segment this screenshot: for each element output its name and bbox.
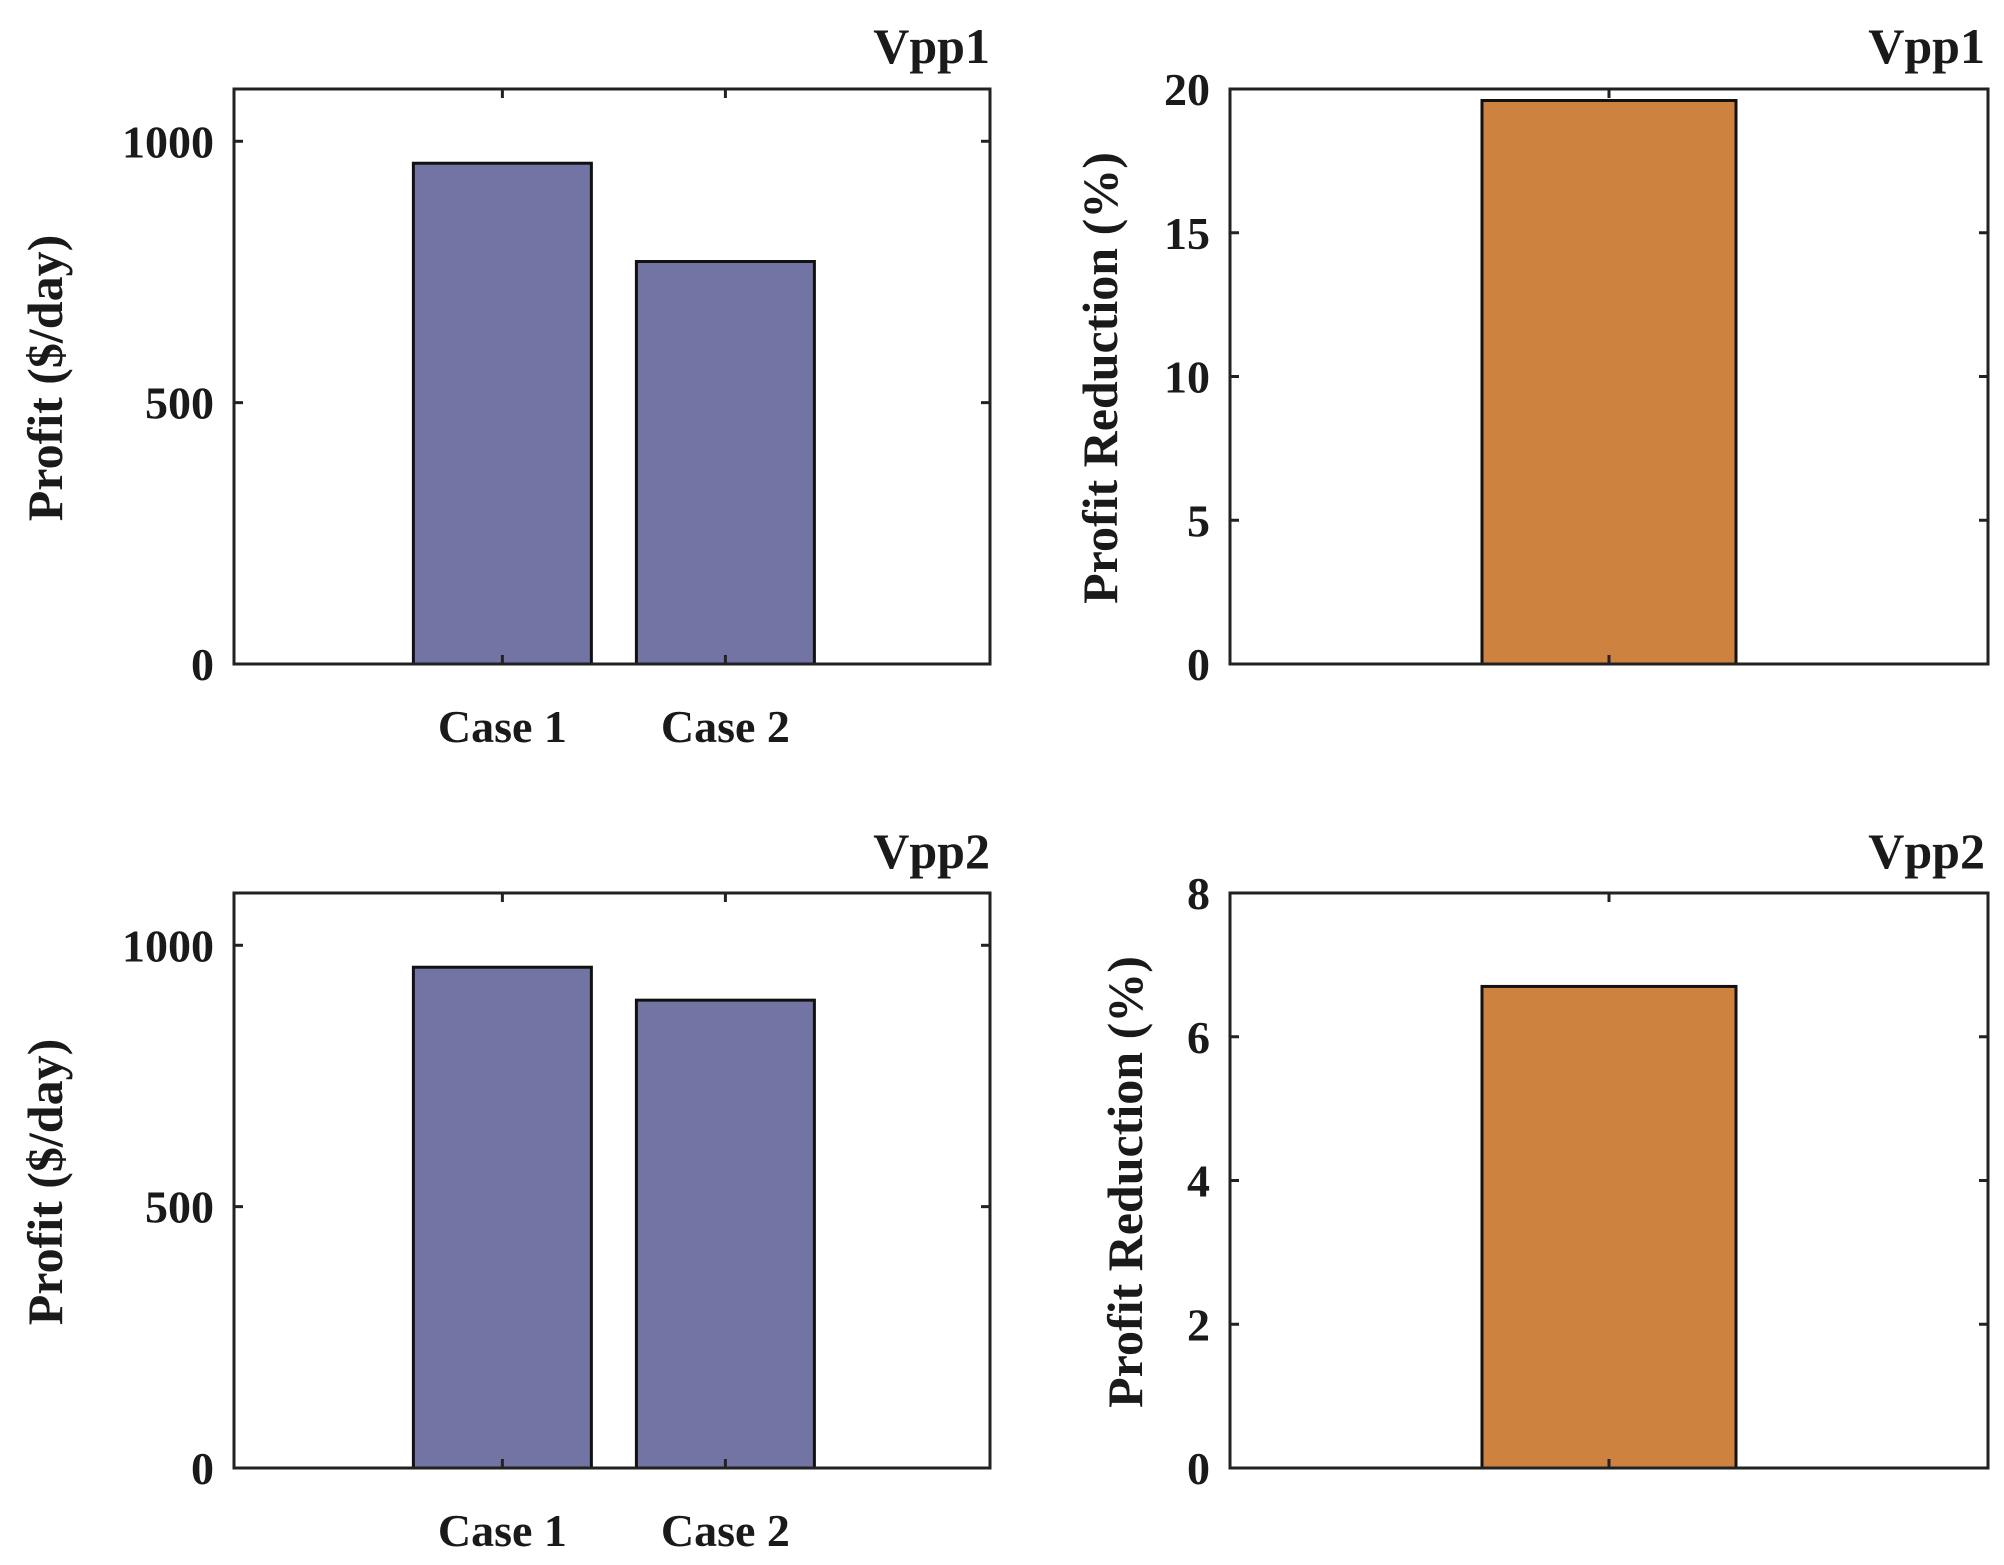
- y-tick-label: 0: [1187, 1443, 1210, 1494]
- bar: [1480, 984, 1738, 1470]
- bar: [1480, 99, 1738, 666]
- panel-title: Vpp2: [1868, 823, 1985, 879]
- y-axis-title: Profit ($/day): [17, 235, 73, 522]
- y-tick-label: 2: [1187, 1299, 1210, 1350]
- plot-frame: [232, 87, 992, 666]
- chart-vpp1-profit: Vpp1 Profit ($/day) 0 500 1000 Case 1 Case 2: [17, 18, 992, 752]
- y-tick-label: 20: [1164, 64, 1210, 115]
- y-tick-label: 15: [1164, 208, 1210, 259]
- y-tick-label: 1000: [122, 920, 214, 971]
- x-tick-label: Case 2: [661, 1505, 790, 1556]
- panel-title: Vpp1: [1868, 18, 1985, 74]
- chart-vpp2-profit: Vpp2 Profit ($/day) 0 500 1000 Case 1 Case 2: [17, 823, 992, 1556]
- bar: [634, 260, 816, 666]
- panel-title: Vpp1: [873, 18, 990, 74]
- y-tick-label: 0: [191, 639, 214, 690]
- plot-frame: [232, 891, 992, 1470]
- y-tick-label: 10: [1164, 352, 1210, 403]
- chart-vpp2-profit-reduction: Vpp2 Profit Reduction (%) 0 2 4 6 8: [1097, 823, 1990, 1494]
- y-tick-label: 8: [1187, 868, 1210, 919]
- chart-vpp1-profit-reduction: Vpp1 Profit Reduction (%) 0 5 10 15 20: [1072, 18, 1990, 690]
- x-tick-label: Case 1: [438, 701, 567, 752]
- y-tick-label: 5: [1187, 495, 1210, 546]
- bar: [634, 998, 816, 1470]
- y-tick-label: 4: [1187, 1156, 1210, 1207]
- y-axis-title: Profit Reduction (%): [1097, 956, 1153, 1408]
- bar: [411, 965, 593, 1470]
- x-tick-label: Case 1: [438, 1505, 567, 1556]
- panel-title: Vpp2: [873, 823, 990, 879]
- y-axis-title: Profit ($/day): [17, 1039, 73, 1326]
- bar: [411, 161, 593, 666]
- y-axis-title: Profit Reduction (%): [1072, 152, 1128, 604]
- y-tick-label: 1000: [122, 116, 214, 167]
- x-tick-label: Case 2: [661, 701, 790, 752]
- y-tick-label: 6: [1187, 1012, 1210, 1063]
- y-tick-label: 500: [145, 1182, 214, 1233]
- y-tick-label: 0: [191, 1443, 214, 1494]
- y-tick-label: 0: [1187, 639, 1210, 690]
- y-tick-label: 500: [145, 378, 214, 429]
